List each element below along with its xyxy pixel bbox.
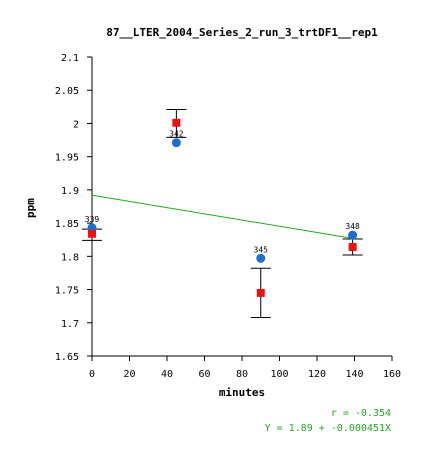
- points-group: 339 342 345 348: [85, 119, 360, 297]
- y-tick-label: 2: [73, 119, 79, 130]
- y-tick-label: 1.65: [55, 352, 79, 363]
- blue-point: [348, 231, 357, 240]
- y-tick-label: 1.7: [61, 319, 79, 330]
- y-tick-label: 2.1: [61, 53, 79, 64]
- x-tick-label: 60: [198, 369, 210, 380]
- y-tick-label: 2.05: [55, 86, 79, 97]
- point-label: 342: [169, 130, 184, 139]
- y-tick-label: 1.95: [55, 153, 79, 164]
- red-point: [172, 119, 180, 127]
- y-axis-label: ppm: [24, 198, 37, 218]
- red-point: [257, 289, 265, 297]
- x-tick-label: 120: [308, 369, 326, 380]
- x-tick-label: 20: [123, 369, 135, 380]
- y-tick-label: 1.85: [55, 219, 79, 230]
- point-label: 339: [85, 215, 100, 224]
- axes: 1.65 1.7 1.75 1.8 1.85 1.9 1.95 2 2.05 2.1 0 20 40 60…: [55, 53, 401, 380]
- x-axis-label: minutes: [219, 386, 265, 399]
- chart-title: 87__LTER_2004_Series_2_run_3_trtDF1__rep…: [106, 26, 378, 39]
- x-tick-label: 40: [161, 369, 173, 380]
- x-tick-label: 100: [270, 369, 288, 380]
- regression-equation: Y = 1.89 + -0.000451X: [265, 423, 391, 434]
- blue-point: [256, 254, 265, 263]
- correlation-stat: r = -0.354: [331, 408, 391, 419]
- y-tick-label: 1.75: [55, 286, 79, 297]
- y-tick-label: 1.9: [61, 186, 79, 197]
- x-tick-label: 80: [236, 369, 248, 380]
- y-tick-label: 1.8: [61, 252, 79, 263]
- x-tick-label: 160: [383, 369, 401, 380]
- x-tick-label: 140: [345, 369, 363, 380]
- error-bars-group: [82, 109, 363, 317]
- red-point: [349, 243, 357, 251]
- regression-line: [92, 195, 353, 238]
- point-label: 348: [345, 222, 360, 231]
- x-tick-label: 0: [89, 369, 95, 380]
- blue-point: [172, 138, 181, 147]
- fit-line-group: [92, 195, 353, 238]
- red-point: [88, 230, 96, 238]
- point-label: 345: [254, 245, 269, 254]
